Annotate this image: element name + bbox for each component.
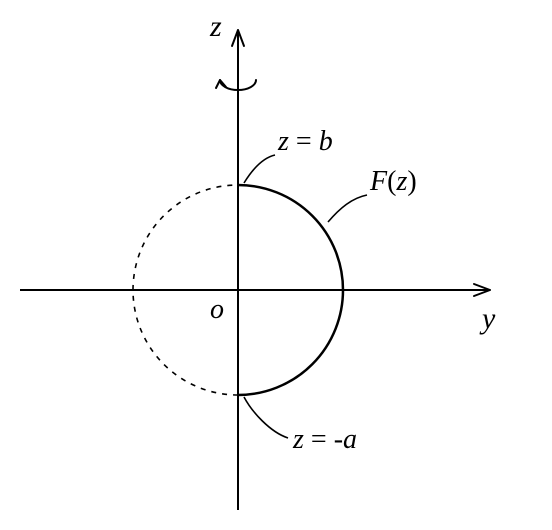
label-zb: z = b xyxy=(277,126,333,157)
background xyxy=(0,0,552,530)
label-z-axis: z xyxy=(209,10,222,43)
label-za: z = -a xyxy=(292,424,357,455)
label-origin: o xyxy=(210,294,224,325)
label-y-axis: y xyxy=(479,302,496,335)
label-Fz: F(z) xyxy=(369,166,417,197)
